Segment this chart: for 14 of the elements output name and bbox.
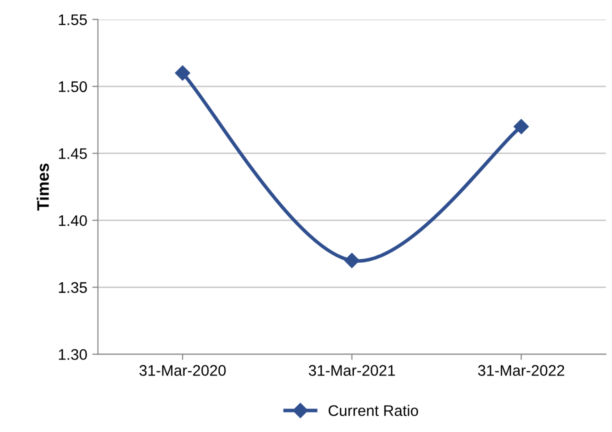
y-tick-label: 1.45 <box>58 148 87 160</box>
y-tick-label: 1.50 <box>58 81 87 92</box>
legend-label: Current Ratio <box>328 404 418 416</box>
y-axis-title: Times <box>36 164 49 211</box>
x-tick-label: 31-Mar-2022 <box>478 365 564 376</box>
y-tick-label: 1.55 <box>58 14 87 26</box>
x-tick-label: 31-Mar-2020 <box>139 365 226 376</box>
x-tick-label: 31-Mar-2021 <box>308 365 395 376</box>
y-tick-label: 1.30 <box>58 349 87 360</box>
y-tick-label: 1.35 <box>58 282 87 293</box>
point <box>175 65 190 81</box>
point <box>344 252 360 268</box>
point <box>514 119 529 134</box>
y-tick-label: 1.40 <box>58 215 87 226</box>
